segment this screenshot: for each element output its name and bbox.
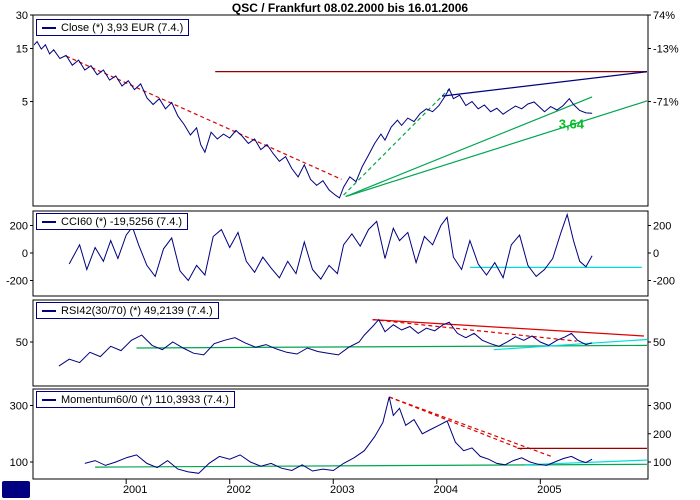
y-axis-label-left: 100 xyxy=(10,457,28,469)
rsi-series-line xyxy=(58,318,593,367)
rsi-downtrend-red-dashed-line xyxy=(372,319,577,342)
y-axis-label-left: 300 xyxy=(10,401,28,413)
rsi-support-green-line xyxy=(136,344,647,349)
mom-downtrend-dashed-2-line xyxy=(388,396,522,450)
y-axis-label-right: 0 xyxy=(653,248,659,260)
y-axis-label-left: 5 xyxy=(22,97,28,109)
mom-downtrend-dashed-1-line xyxy=(388,396,553,458)
rsi-downtrend-red-line xyxy=(372,319,644,337)
x-axis-label: 2003 xyxy=(330,484,354,496)
legend-cci-label: CCI60 (*) -19,5256 (7.4.) xyxy=(61,215,183,228)
cci-series-line xyxy=(68,212,593,282)
chart-title: QSC / Frankfurt 08.02.2000 bis 16.01.200… xyxy=(231,1,469,15)
close-line-swatch xyxy=(42,26,56,29)
y-axis-label-left: 0 xyxy=(22,248,28,260)
momentum-series-line xyxy=(84,396,593,474)
momentum-line-swatch xyxy=(42,398,56,401)
y-axis-label-left: -200 xyxy=(6,276,28,288)
x-axis-label: 2004 xyxy=(434,484,458,496)
y-axis-label-right: 100 xyxy=(653,457,671,469)
y-axis-label-right: 74% xyxy=(653,10,675,22)
downtrend-dashed-line xyxy=(65,55,342,180)
y-axis-label-right: 200 xyxy=(653,429,671,441)
legend-momentum-label: Momentum60/0 (*) 110,3933 (7.4.) xyxy=(61,393,229,406)
panel-frame xyxy=(32,14,649,207)
panel-price: 30 15 5 74% -13% -71% 3,64 xyxy=(16,10,679,207)
rsi-uptrend-cyan-line xyxy=(493,338,647,351)
y-axis-label-right: 300 xyxy=(653,401,671,413)
y-axis-label-left: 15 xyxy=(16,43,28,55)
y-axis-label-right: 50 xyxy=(653,337,665,349)
y-axis-label-right: -71% xyxy=(653,97,679,109)
x-axis-label: 2002 xyxy=(226,484,250,496)
uptrend-dashed-green-line xyxy=(343,88,450,196)
mom-support-green-line xyxy=(95,463,647,468)
y-axis-label-right: -13% xyxy=(653,43,679,55)
price-series-line xyxy=(34,40,593,199)
legend-cci[interactable]: CCI60 (*) -19,5256 (7.4.) xyxy=(36,213,189,230)
uptrend-green-steep-line xyxy=(345,96,593,198)
logo-box xyxy=(2,481,30,498)
y-axis-label-right: -200 xyxy=(653,276,675,288)
uptrend-green-flat-line xyxy=(345,100,647,198)
x-axis-label: 2001 xyxy=(123,484,147,496)
x-axis-label: 2005 xyxy=(537,484,561,496)
y-axis-label-left: 30 xyxy=(16,10,28,22)
y-axis-label-right: 200 xyxy=(653,221,671,233)
x-axis: 2001 2002 2003 2004 2005 xyxy=(123,479,562,496)
y-axis-label-left: 50 xyxy=(16,337,28,349)
legend-rsi[interactable]: RSI42(30/70) (*) 49,2139 (7.4.) xyxy=(36,302,219,319)
y-axis-label-left: 200 xyxy=(10,221,28,233)
channel-navy-line xyxy=(441,71,647,97)
legend-rsi-label: RSI42(30/70) (*) 49,2139 (7.4.) xyxy=(61,304,213,317)
price-annotation: 3,64 xyxy=(559,117,585,132)
legend-close[interactable]: Close (*) 3,93 EUR (7.4.) xyxy=(36,19,190,36)
rsi-line-swatch xyxy=(42,309,56,312)
cci-line-swatch xyxy=(42,220,56,223)
legend-close-label: Close (*) 3,93 EUR (7.4.) xyxy=(61,21,184,34)
legend-momentum[interactable]: Momentum60/0 (*) 110,3933 (7.4.) xyxy=(36,391,235,408)
